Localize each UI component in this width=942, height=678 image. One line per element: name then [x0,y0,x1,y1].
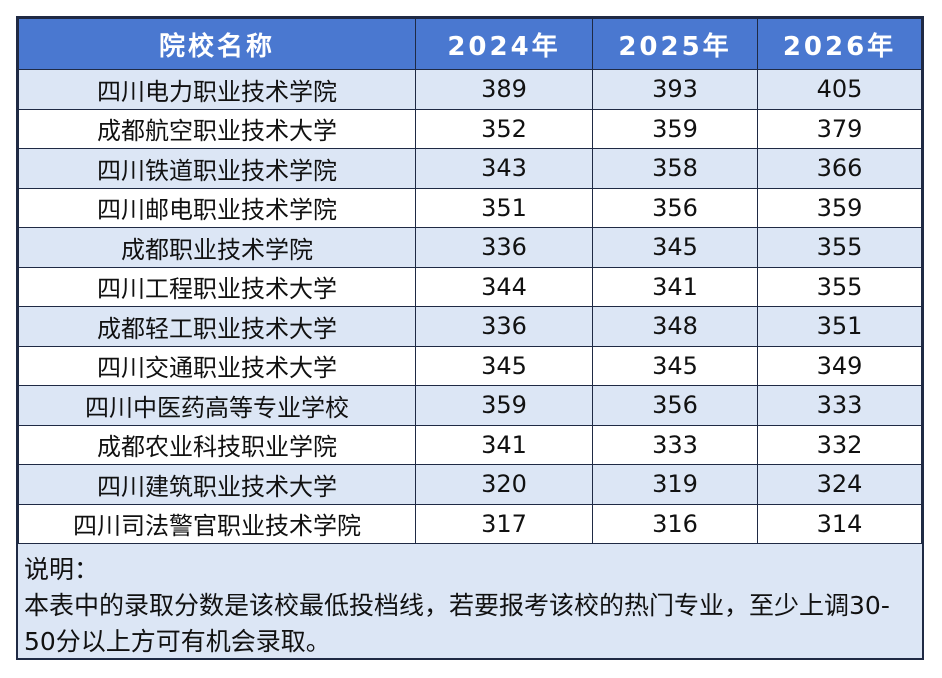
school-name: 四川工程职业技术大学 [18,266,416,307]
score-cell: 336 [415,227,593,268]
table-row: 四川建筑职业技术大学 320 319 324 [18,464,922,505]
school-name: 四川司法警官职业技术学院 [18,503,416,544]
note-text: 本表中的录取分数是该校最低投档线，若要报考该校的热门专业，至少上调30-50分以… [24,591,890,656]
score-cell: 344 [415,266,593,307]
table-row: 四川交通职业技术大学 345 345 349 [18,345,922,386]
table-row: 四川铁道职业技术学院 343 358 366 [18,148,922,189]
score-cell: 345 [415,345,593,386]
score-cell: 333 [757,385,922,426]
header-cell: 院校名称 [18,18,416,70]
score-cell: 314 [757,503,922,544]
score-cell: 349 [757,345,922,386]
school-name: 四川邮电职业技术学院 [18,187,416,228]
school-name: 四川铁道职业技术学院 [18,148,416,189]
score-cell: 333 [592,424,758,465]
score-cell: 389 [415,69,593,110]
table-row: 四川工程职业技术大学 344 341 355 [18,266,922,307]
score-cell: 393 [592,69,758,110]
score-cell: 356 [592,187,758,228]
score-cell: 351 [415,187,593,228]
school-name: 成都农业科技职业学院 [18,424,416,465]
table-row: 四川中医药高等专业学校 359 356 333 [18,385,922,426]
score-cell: 366 [757,148,922,189]
school-name: 四川交通职业技术大学 [18,345,416,386]
score-cell: 355 [757,227,922,268]
header-cell: 2024年 [415,18,593,70]
score-cell: 320 [415,464,593,505]
score-cell: 359 [415,385,593,426]
score-cell: 356 [592,385,758,426]
note-title: 说明： [24,555,100,584]
score-cell: 345 [592,345,758,386]
school-name: 成都航空职业技术大学 [18,108,416,149]
table-row: 四川邮电职业技术学院 351 356 359 [18,187,922,228]
score-cell: 324 [757,464,922,505]
school-name: 四川电力职业技术学院 [18,69,416,110]
header-cell: 2025年 [592,18,758,70]
score-cell: 358 [592,148,758,189]
score-cell: 343 [415,148,593,189]
school-name: 四川建筑职业技术大学 [18,464,416,505]
score-cell: 317 [415,503,593,544]
table-row: 成都轻工职业技术大学 336 348 351 [18,306,922,347]
table-row: 成都职业技术学院 336 345 355 [18,227,922,268]
score-cell: 359 [757,187,922,228]
score-cell: 359 [592,108,758,149]
score-cell: 341 [592,266,758,307]
school-name: 四川中医药高等专业学校 [18,385,416,426]
score-table: 院校名称 2024年 2025年 2026年 四川电力职业技术学院 389 393 405 成… [18,18,922,544]
score-cell: 351 [757,306,922,347]
score-cell: 348 [592,306,758,347]
score-cell: 336 [415,306,593,347]
score-cell: 379 [757,108,922,149]
header-cell: 2026年 [757,18,922,70]
school-name: 成都职业技术学院 [18,227,416,268]
score-cell: 345 [592,227,758,268]
table-row: 成都农业科技职业学院 341 333 332 [18,424,922,465]
score-cell: 355 [757,266,922,307]
table-container: 院校名称 2024年 2025年 2026年 四川电力职业技术学院 389 393 405 成… [16,16,924,660]
school-name: 成都轻工职业技术大学 [18,306,416,347]
score-cell: 341 [415,424,593,465]
table-row: 成都航空职业技术大学 352 359 379 [18,108,922,149]
score-cell: 332 [757,424,922,465]
note: 说明： 本表中的录取分数是该校最低投档线，若要报考该校的热门专业，至少上调30-… [18,544,922,658]
table-row: 四川电力职业技术学院 389 393 405 [18,69,922,110]
header-row: 院校名称 2024年 2025年 2026年 [18,18,922,70]
score-cell: 316 [592,503,758,544]
score-cell: 319 [592,464,758,505]
table-row: 四川司法警官职业技术学院 317 316 314 [18,503,922,544]
score-cell: 405 [757,69,922,110]
score-cell: 352 [415,108,593,149]
